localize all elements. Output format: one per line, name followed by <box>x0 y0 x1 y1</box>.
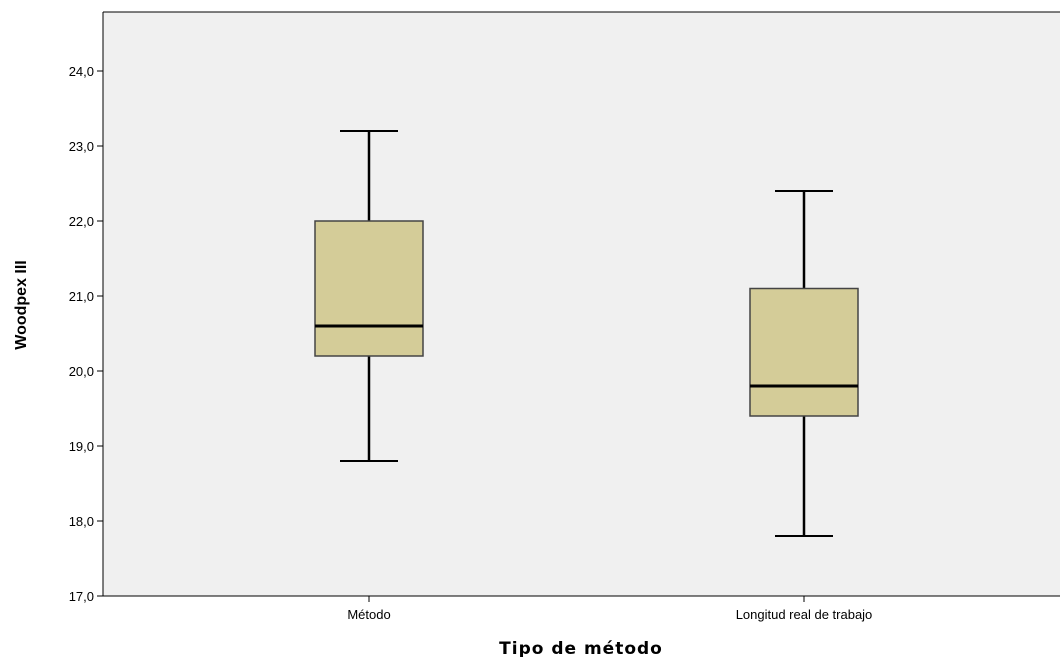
iqr-box <box>314 220 424 357</box>
iqr-box <box>749 287 859 417</box>
y-tick-label: 20,0 <box>69 364 94 379</box>
plot-area <box>103 12 1060 596</box>
x-axis-ticks: Método Longitud real de trabajo <box>347 596 872 622</box>
box-1 <box>314 130 424 462</box>
x-tick-label: Método <box>347 607 390 622</box>
y-tick-label: 24,0 <box>69 64 94 79</box>
y-tick-label: 23,0 <box>69 139 94 154</box>
box-series <box>314 130 859 537</box>
box-2 <box>749 190 859 537</box>
y-tick-label: 21,0 <box>69 289 94 304</box>
y-tick-label: 22,0 <box>69 214 94 229</box>
y-axis-title: Woodpex III <box>13 260 30 349</box>
y-tick-label: 18,0 <box>69 514 94 529</box>
y-tick-label: 17,0 <box>69 589 94 604</box>
y-tick-label: 19,0 <box>69 439 94 454</box>
y-axis-ticks: 17,0 18,0 19,0 20,0 21,0 22,0 23,0 24,0 <box>69 64 103 604</box>
x-axis-title: Tipo de método <box>499 639 663 657</box>
x-tick-label: Longitud real de trabajo <box>736 607 873 622</box>
